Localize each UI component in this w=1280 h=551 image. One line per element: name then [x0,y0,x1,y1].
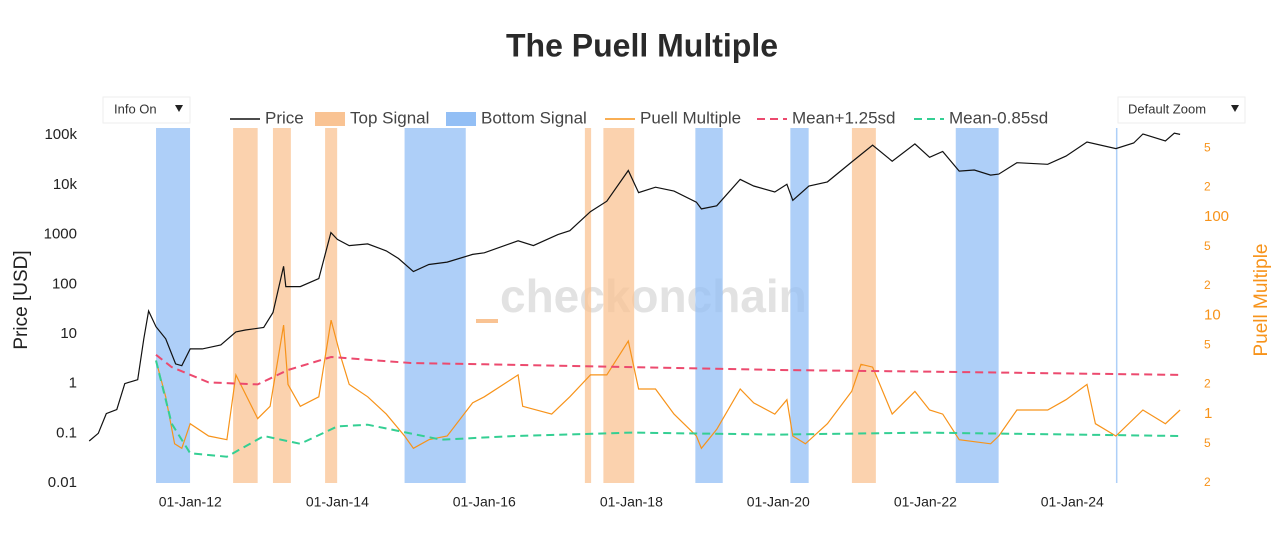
signal-band [233,128,258,483]
y-tick-label: 0.1 [56,424,77,441]
legend-label: Mean+1.25sd [792,108,896,127]
signal-band [584,128,592,483]
series-line [155,354,1181,386]
x-tick-label: 01-Jan-14 [306,494,369,510]
dropdown-box[interactable] [1117,96,1246,124]
y2-tick-label: 5 [1204,239,1211,253]
y2-tick-label: 5 [1204,140,1211,154]
series-line [88,132,1181,442]
y2-tick-label: 100 [1204,208,1229,225]
signal-band [603,128,635,483]
signal-band [955,128,999,483]
signal-band [851,128,876,483]
y-tick-label: 1 [69,375,77,392]
dropdown-box[interactable] [102,96,191,124]
signal-band [272,128,291,483]
chart-title: The Puell Multiple [506,27,778,63]
y2-tick-label: 1 [1204,405,1212,422]
legend-label: Price [265,108,304,127]
y2-tick-label: 2 [1204,278,1211,292]
signal-band [325,128,338,483]
legend-label: Puell Multiple [640,108,741,127]
y-axis-label: Price [USD] [11,250,32,349]
dropdown-arrow[interactable] [175,105,183,112]
legend-label: Top Signal [350,108,429,127]
y2-tick-label: 5 [1204,337,1211,351]
y-tick-label: 100 [52,275,77,292]
y2-tick-label: 5 [1204,436,1211,450]
control-zoom[interactable]: Default Zoom [1117,96,1246,124]
legend-swatch [446,112,476,126]
signal-band [1115,128,1118,483]
dropdown-label[interactable]: Default Zoom [1128,101,1206,116]
signal-band [156,128,191,483]
signal-band [695,128,723,483]
x-tick-label: 01-Jan-22 [894,494,957,510]
series-line [155,319,1181,450]
y-tick-label: 10k [53,176,78,193]
x-tick-label: 01-Jan-20 [747,494,810,510]
dropdown-label[interactable]: Info On [114,101,157,116]
y2-tick-label: 2 [1204,377,1211,391]
legend-label: Mean-0.85sd [949,108,1048,127]
dropdown-arrow[interactable] [1231,105,1239,112]
y2-tick-label: 2 [1204,475,1211,489]
x-tick-label: 01-Jan-16 [453,494,516,510]
signal-band [404,128,466,483]
y-tick-label: 1000 [44,226,77,243]
y-tick-label: 100k [44,126,77,143]
lines [88,132,1181,458]
signal-band [790,128,809,483]
watermark: checkonchain [500,270,807,322]
legend-label: Bottom Signal [481,108,587,127]
signal-bands [156,128,1118,483]
y2-tick-label: 10 [1204,307,1221,324]
watermark-dash [476,319,498,323]
x-tick-label: 01-Jan-18 [600,494,663,510]
y2-tick-label: 2 [1204,180,1211,194]
control-info[interactable]: Info On [102,96,191,124]
x-tick-label: 01-Jan-12 [159,494,222,510]
x-tick-label: 01-Jan-24 [1041,494,1104,510]
y2-axis-label: Puell Multiple [1251,244,1272,357]
y-tick-label: 0.01 [48,474,77,491]
y-tick-label: 10 [60,325,77,342]
legend-swatch [315,112,345,126]
series-line [155,360,1181,458]
